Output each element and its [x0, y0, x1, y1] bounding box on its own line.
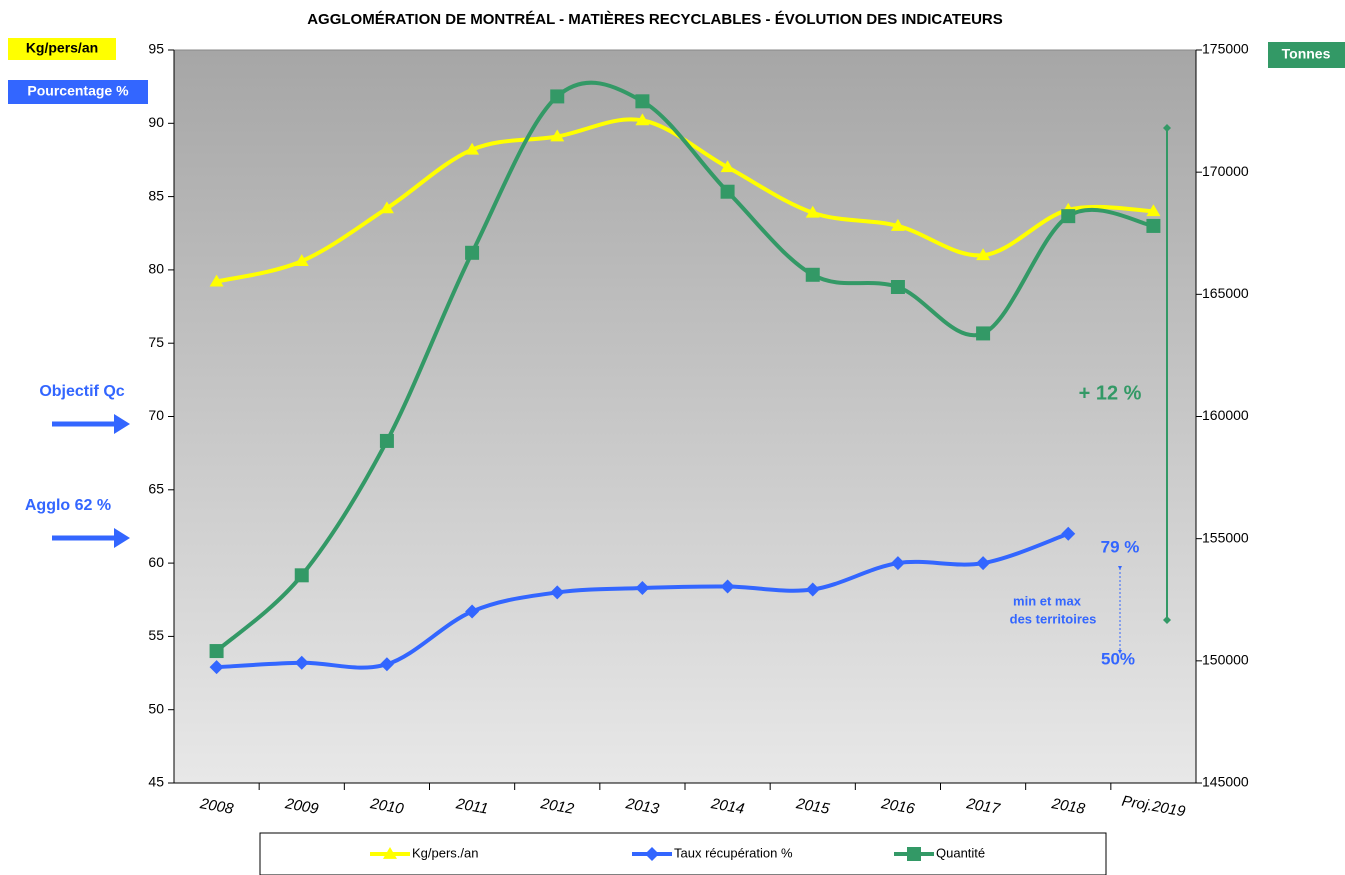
y-tick-label: 60 [148, 554, 164, 570]
y-tick-label: 50 [148, 700, 164, 716]
data-point [550, 585, 565, 600]
y-tick-label: 45 [148, 774, 164, 790]
data-point [720, 579, 735, 594]
data-point [209, 660, 224, 675]
legend-label: Quantité [936, 845, 985, 860]
annotation: Objectif Qc [39, 383, 124, 400]
y2-tick-label: 170000 [1202, 163, 1249, 179]
data-point [550, 129, 565, 142]
y-tick-label: 75 [148, 334, 164, 350]
data-point [805, 582, 820, 597]
annotation: min et max [1013, 593, 1082, 608]
legend-label: Kg/pers./an [412, 845, 479, 860]
arrow-head [114, 528, 130, 548]
data-point [976, 248, 991, 261]
data-point [465, 245, 480, 260]
ylabel-box [8, 38, 116, 60]
x-tick-label: 2008 [198, 795, 235, 818]
y2-tick-label: 155000 [1202, 529, 1249, 545]
annotation: Agglo 62 % [25, 497, 111, 514]
y2-axis-label: Tonnes [1282, 46, 1331, 62]
x-tick-label: 2014 [709, 795, 746, 818]
y2-tick-label: 150000 [1202, 652, 1249, 668]
data-point [1146, 204, 1161, 217]
data-point [379, 657, 394, 672]
data-point [379, 433, 394, 448]
x-tick-label: 2012 [538, 795, 575, 818]
annotation: 50% [1101, 649, 1135, 668]
data-point [976, 326, 991, 341]
data-point [720, 184, 735, 199]
x-tick-label: Proj.2019 [1120, 793, 1187, 821]
x-tick-label: 2015 [794, 795, 831, 818]
data-point [890, 280, 905, 295]
y-tick-label: 70 [148, 407, 164, 423]
x-tick-label: 2016 [879, 795, 916, 818]
y-tick-label: 65 [148, 481, 164, 497]
data-point [550, 89, 565, 104]
y2-tick-label: 145000 [1202, 774, 1249, 790]
annotation: + 12 % [1079, 382, 1142, 404]
data-point [294, 655, 309, 670]
data-point [465, 604, 480, 619]
y-tick-label: 90 [148, 114, 164, 130]
x-tick-label: 2009 [283, 795, 320, 818]
data-point [890, 218, 905, 231]
y-tick-label: 80 [148, 261, 164, 277]
legend-label: Taux récupération % [674, 845, 793, 860]
arrow-head [114, 414, 130, 434]
chart-title: AGGLOMÉRATION DE MONTRÉAL - MATIÈRES REC… [307, 11, 1003, 28]
legend-marker [383, 847, 397, 859]
y-axis-label-secondary: Pourcentage % [27, 83, 129, 99]
y2-tick-label: 165000 [1202, 285, 1249, 301]
data-point [1061, 526, 1076, 541]
data-point [805, 205, 820, 218]
data-point [1061, 209, 1076, 224]
x-tick-label: 2011 [454, 795, 490, 818]
data-point [976, 556, 991, 571]
data-point [805, 267, 820, 282]
legend-marker [645, 847, 659, 861]
y2-tick-label: 175000 [1202, 41, 1249, 57]
y2label-box [1268, 42, 1345, 68]
data-point [635, 94, 650, 109]
data-point [465, 142, 480, 155]
y-tick-label: 95 [148, 41, 164, 57]
plot-area [173, 49, 1197, 784]
annotation: 79 % [1101, 537, 1140, 556]
data-point [890, 556, 905, 571]
y-tick-label: 85 [148, 187, 164, 203]
data-point [379, 201, 394, 214]
y2-tick-label: 160000 [1202, 407, 1249, 423]
data-point [294, 254, 309, 267]
x-tick-label: 2013 [624, 795, 661, 818]
data-point [635, 113, 650, 126]
y-tick-label: 55 [148, 627, 164, 643]
data-point [209, 274, 224, 287]
data-point [635, 581, 650, 596]
data-point [1146, 218, 1161, 233]
y-axis-label: Kg/pers/an [26, 40, 98, 56]
data-point [294, 568, 309, 583]
data-point [720, 160, 735, 173]
x-tick-label: 2010 [368, 795, 405, 818]
legend-marker [907, 847, 921, 861]
annotation: des territoires [1010, 611, 1097, 626]
x-tick-label: 2017 [964, 795, 1001, 818]
ylabel2-box [8, 80, 148, 104]
data-point [209, 644, 224, 659]
x-tick-label: 2018 [1049, 795, 1086, 818]
